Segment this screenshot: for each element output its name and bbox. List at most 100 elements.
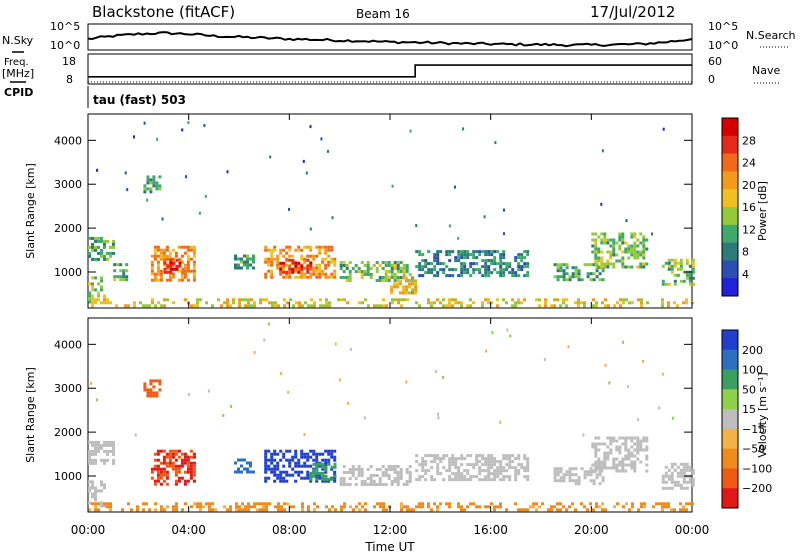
vel-cells-cell-3 bbox=[183, 458, 187, 462]
vel-cells-cell-12 bbox=[163, 508, 166, 512]
power-cells-cell-15 bbox=[661, 298, 664, 302]
vel-cells-cell-5 bbox=[297, 470, 301, 474]
vel-cells-cell-6 bbox=[327, 477, 331, 481]
power-cells-scatter-point bbox=[309, 227, 312, 231]
power-cells-cell-4 bbox=[153, 257, 157, 261]
power-cells-cell-7 bbox=[318, 269, 322, 273]
vel-cells-scatter-point bbox=[280, 372, 283, 375]
vel-cells-cell-1 bbox=[91, 480, 94, 484]
vel-cells-cell-8 bbox=[430, 460, 434, 464]
power-cells-cell-6 bbox=[240, 260, 243, 264]
vel-cells-scatter-point bbox=[405, 380, 408, 384]
power-cells-cell-10 bbox=[414, 279, 417, 283]
vel-cells-cell-5 bbox=[333, 449, 337, 453]
power-cbar-swatch bbox=[722, 260, 738, 279]
vel-cells-cell-3 bbox=[180, 458, 184, 462]
vel-cells-cell-2 bbox=[149, 394, 153, 398]
power-cells-cell-9 bbox=[384, 279, 388, 282]
vel-cells-cell-3 bbox=[192, 467, 196, 471]
power-cells-scatter-point bbox=[601, 149, 604, 153]
vel-cells-cell-3 bbox=[156, 473, 160, 477]
vel-cells-cell-7 bbox=[396, 483, 400, 486]
power-cells-cell-15 bbox=[520, 301, 523, 305]
power-cells-cell-14 bbox=[673, 279, 677, 283]
vel-cells-cell-12 bbox=[211, 508, 214, 512]
vel-cells-cell-10 bbox=[618, 460, 622, 464]
power-cells-cell-12 bbox=[577, 275, 581, 279]
power-cells-cell-15 bbox=[481, 301, 484, 305]
power-cells-cell-0 bbox=[97, 239, 100, 243]
vel-cells-cell-12 bbox=[559, 508, 562, 512]
vel-cells-scatter-point bbox=[642, 360, 644, 363]
power-cells-cell-10 bbox=[399, 291, 402, 295]
vel-cells-cell-5 bbox=[327, 449, 331, 453]
vel-cells-cell-7 bbox=[345, 471, 349, 474]
power-cells-cell-5 bbox=[175, 267, 179, 271]
power-cells-cell-9 bbox=[402, 270, 406, 273]
power-cells-cell-7 bbox=[270, 254, 274, 258]
power-cells-cell-10 bbox=[390, 288, 393, 292]
vel-cells-cell-12 bbox=[256, 502, 259, 506]
power-cells-cell-11 bbox=[466, 250, 470, 254]
vel-cells-cell-6 bbox=[324, 474, 328, 478]
vel-cells-cell-12 bbox=[529, 505, 532, 509]
power-cells-cell-4 bbox=[192, 272, 196, 276]
power-cells-cell-4 bbox=[183, 275, 187, 279]
vel-cells-cell-11 bbox=[691, 471, 695, 475]
power-cells-cell-13 bbox=[606, 250, 610, 254]
power-cells-cell-4 bbox=[192, 251, 196, 255]
vel-cells-cell-11 bbox=[667, 474, 671, 478]
noise-right-tick-bottom: 10^0 bbox=[708, 39, 738, 52]
power-cells-cell-0 bbox=[88, 245, 91, 249]
vel-cells-cell-12 bbox=[265, 505, 268, 509]
power-cells-cell-7 bbox=[303, 257, 307, 261]
power-cells-cell-15 bbox=[232, 298, 235, 302]
vel-cells-cell-4 bbox=[240, 470, 243, 474]
power-cells-cell-13 bbox=[639, 265, 643, 269]
power-cells-cell-15 bbox=[580, 301, 583, 305]
vel-cells-cell-8 bbox=[508, 466, 512, 470]
power-cells-cell-13 bbox=[612, 241, 616, 245]
vel-cells-cell-0 bbox=[91, 452, 94, 456]
vel-cells-cell-12 bbox=[301, 502, 304, 506]
power-cells-cell-13 bbox=[612, 265, 616, 269]
power-cells-cell-13 bbox=[621, 265, 625, 269]
power-cells-cell-4 bbox=[150, 269, 154, 273]
power-cells-cell-4 bbox=[192, 245, 196, 249]
power-cells-cell-13 bbox=[594, 259, 598, 263]
vel-cells-scatter-point bbox=[582, 433, 585, 437]
power-cells-cell-9 bbox=[372, 264, 376, 267]
power-cells-cell-8 bbox=[294, 267, 298, 271]
vel-cells-cell-12 bbox=[373, 505, 376, 509]
vel-cells-cell-8 bbox=[424, 469, 428, 473]
vel-cells-cell-2 bbox=[143, 385, 147, 389]
power-cells-cell-4 bbox=[165, 257, 169, 261]
power-cells-cell-11 bbox=[502, 262, 506, 266]
vel-cells-cell-12 bbox=[253, 502, 256, 506]
power-cells-cell-15 bbox=[271, 301, 274, 305]
power-cells-cell-13 bbox=[591, 244, 595, 248]
vel-cells-cell-12 bbox=[439, 502, 442, 506]
power-cells-cell-15 bbox=[523, 298, 526, 302]
power-cells-cell-4 bbox=[150, 272, 154, 276]
power-cells-cell-7 bbox=[297, 275, 301, 279]
vel-cells-cell-6 bbox=[315, 462, 319, 466]
y-tick-label: 4000 bbox=[54, 134, 82, 147]
power-cells-cell-4 bbox=[156, 248, 160, 252]
vel-cells-cell-10 bbox=[606, 445, 610, 449]
vel-cells-cell-6 bbox=[309, 471, 313, 475]
vel-cells-cell-11 bbox=[667, 468, 671, 472]
vel-cells-cell-12 bbox=[154, 508, 157, 512]
power-cells-cell-13 bbox=[612, 247, 616, 251]
vel-cells-cell-3 bbox=[165, 455, 169, 459]
power-cells-cell-9 bbox=[339, 264, 343, 267]
power-cells-cell-15 bbox=[661, 301, 664, 305]
power-cells-cell-4 bbox=[180, 272, 184, 276]
vel-cells-cell-12 bbox=[565, 508, 568, 512]
vel-cells-cell-3 bbox=[156, 464, 160, 468]
vel-cells-cell-4 bbox=[246, 470, 249, 474]
vel-cells-cell-2 bbox=[146, 388, 150, 392]
vel-cells-cell-0 bbox=[106, 449, 109, 453]
power-cells-cell-13 bbox=[633, 244, 637, 248]
vel-cells-cell-5 bbox=[321, 458, 325, 462]
